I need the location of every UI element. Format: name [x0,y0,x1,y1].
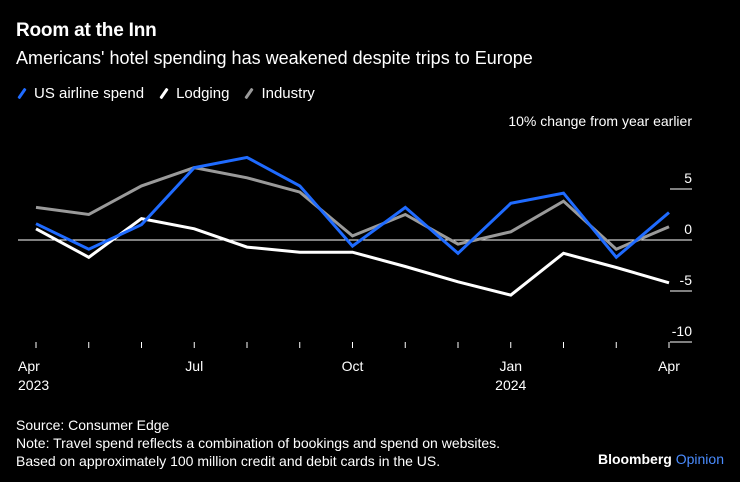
legend-item-industry: Industry [243,85,315,102]
legend-label-lodging: Lodging [176,85,230,102]
chart-subtitle: Americans' hotel spending has weakened d… [16,48,533,68]
legend-label-airline: US airline spend [34,85,145,102]
series-line-lodging [35,217,670,297]
y-axis-label: 10% change from year earlier [508,113,692,129]
legend-label-industry: Industry [261,85,315,102]
x-tick-label: Jan [499,358,522,374]
x-tick-label: Jul [185,358,203,374]
footer: Source: Consumer Edge Note: Travel spend… [16,416,500,470]
y-tick-label: -5 [680,272,693,288]
legend-item-airline: US airline spend [16,85,144,102]
note-line-1: Note: Travel spend reflects a combinatio… [16,435,501,451]
brand-accent: Opinion [675,451,724,467]
brand-name: Bloomberg [597,451,672,467]
x-tick-label: Apr [18,358,40,374]
x-tick-label: Apr [658,358,680,374]
x-tick-year: 2024 [495,377,526,393]
series-line-industry [35,166,670,251]
series-line-us-airline-spend [35,155,670,260]
y-tick-label: -10 [672,323,692,339]
chart-title: Room at the Inn [16,20,157,41]
source-text: Source: Consumer Edge [16,417,170,433]
x-tick-year: 2023 [18,377,49,393]
legend-item-lodging: Lodging [158,85,229,102]
legend: US airline spend Lodging Industry [16,85,315,102]
x-tick-label: Oct [342,358,364,374]
brand-logo: Bloomberg Opinion [598,451,724,467]
y-tick-label: 5 [684,170,692,186]
note-line-2: Based on approximately 100 million credi… [16,453,441,469]
y-tick-label: 0 [684,221,692,237]
